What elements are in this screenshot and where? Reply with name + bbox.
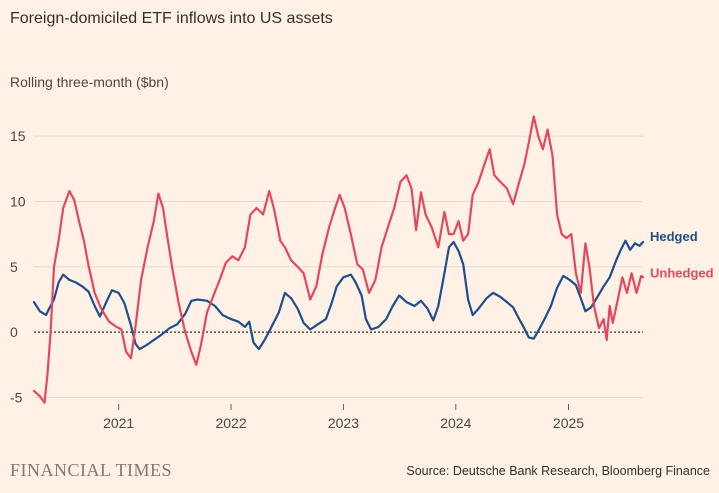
x-tick-label: 2024 — [440, 415, 471, 431]
x-tick-label: 2021 — [103, 415, 134, 431]
series-line-hedged — [32, 239, 645, 351]
series-label-unhedged: Unhedged — [650, 265, 714, 280]
x-axis: 2021 2022 2023 2024 2025 — [103, 404, 584, 431]
gridlines — [34, 135, 643, 398]
y-tick-label: 0 — [10, 324, 18, 340]
y-axis: -5 0 5 10 15 — [10, 128, 26, 405]
chart-title: Foreign-domiciled ETF inflows into US as… — [10, 10, 333, 27]
y-tick-label: 15 — [10, 128, 26, 144]
x-tick-label: 2022 — [215, 415, 246, 431]
series-line-unhedged — [32, 115, 645, 404]
series-label-hedged: Hedged — [650, 229, 698, 244]
ft-logo: FINANCIAL TIMES — [10, 460, 173, 480]
x-tick-label: 2025 — [553, 415, 584, 431]
series-labels: Hedged Unhedged — [650, 229, 714, 280]
y-tick-label: 5 — [10, 259, 18, 275]
x-tick-label: 2023 — [328, 415, 359, 431]
series-lines — [32, 115, 645, 404]
chart-subtitle: Rolling three-month ($bn) — [10, 74, 169, 90]
source-note: Source: Deutsche Bank Research, Bloomber… — [406, 464, 710, 478]
y-tick-label: -5 — [10, 389, 23, 405]
y-tick-label: 10 — [10, 193, 26, 209]
